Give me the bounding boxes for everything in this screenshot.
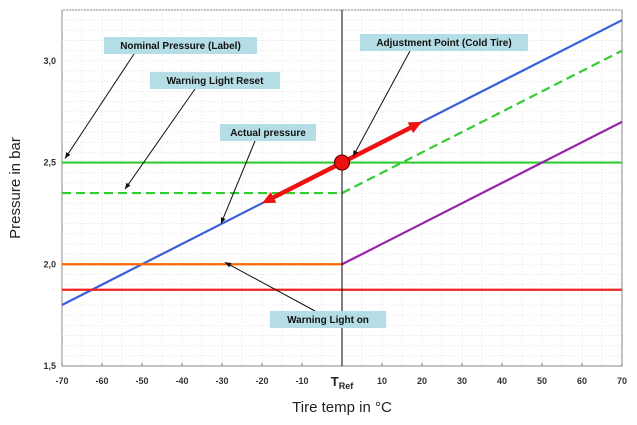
x-tick-label: 10 — [377, 376, 387, 386]
x-tick-label: 30 — [457, 376, 467, 386]
callout-label: Nominal Pressure (Label) — [120, 41, 241, 52]
y-tick-label: 3,0 — [43, 56, 56, 66]
x-tick-label: -40 — [175, 376, 188, 386]
y-tick-label: 2,0 — [43, 259, 56, 269]
callout-pointer — [220, 140, 256, 224]
callouts: Nominal Pressure (Label) Warning Light Re… — [64, 34, 528, 328]
y-axis-title: Pressure in bar — [7, 137, 24, 239]
y-tick-labels: 1,5 2,0 2,5 3,0 — [43, 56, 56, 371]
callout-pointer — [224, 261, 316, 312]
callout-box — [270, 311, 386, 328]
adjustment-arrows — [262, 121, 422, 204]
y-tick-label: 1,5 — [43, 361, 56, 371]
callout-pointer-head — [225, 262, 232, 268]
callout-pointer-head — [125, 182, 131, 190]
x-tick-label: 20 — [417, 376, 427, 386]
callout-label: Actual pressure — [230, 128, 306, 139]
x-tick-label-tref: TRef — [331, 374, 354, 391]
callout-label: Adjustment Point (Cold Tire) — [376, 38, 511, 49]
callout-pointer-head — [220, 217, 226, 224]
adjust-arrow-head — [407, 121, 422, 134]
adjust-arrow-shaft — [340, 125, 412, 165]
x-tick-label: -20 — [255, 376, 268, 386]
callout-pointer-head — [65, 152, 71, 159]
callout-box — [150, 72, 280, 89]
x-tick-label: 50 — [537, 376, 547, 386]
callout-label: Warning Light Reset — [167, 76, 265, 87]
callout-box — [360, 34, 528, 51]
x-tick-label: 70 — [617, 376, 627, 386]
adjustment-point-marker — [333, 154, 351, 171]
callout-box — [220, 124, 316, 141]
x-tick-labels: -70 -60 -50 -40 -30 -20 -10 10 20 30 40 50 60 70 — [55, 376, 627, 386]
y-tick-label: 2,5 — [43, 158, 56, 168]
callout-box — [104, 37, 257, 54]
callout: Adjustment Point (Cold Tire) — [352, 34, 528, 157]
x-tick-label: -60 — [95, 376, 108, 386]
adjust-arrow-shaft — [272, 160, 344, 200]
series-line-purple — [341, 120, 623, 266]
callout: Actual pressure — [220, 124, 316, 224]
x-tick-label: 40 — [497, 376, 507, 386]
x-tick-label: -10 — [295, 376, 308, 386]
x-tick-label: 60 — [577, 376, 587, 386]
callout: Warning Light on — [224, 261, 386, 328]
callout: Warning Light Reset — [124, 72, 280, 190]
x-tick-label: -70 — [55, 376, 68, 386]
tref-main: T — [331, 374, 339, 389]
callout-pointer — [352, 50, 411, 157]
callout: Nominal Pressure (Label) — [64, 37, 257, 159]
callout-label: Warning Light on — [287, 315, 369, 326]
x-tick-label: -50 — [135, 376, 148, 386]
callout-pointer — [64, 53, 135, 159]
tref-sub: Ref — [339, 381, 355, 391]
x-tick-label: -30 — [215, 376, 228, 386]
adjust-arrow-head — [262, 192, 277, 204]
callout-pointer-head — [353, 150, 359, 157]
callout-pointer — [124, 88, 196, 190]
x-axis-title: Tire temp in °C — [292, 399, 392, 416]
